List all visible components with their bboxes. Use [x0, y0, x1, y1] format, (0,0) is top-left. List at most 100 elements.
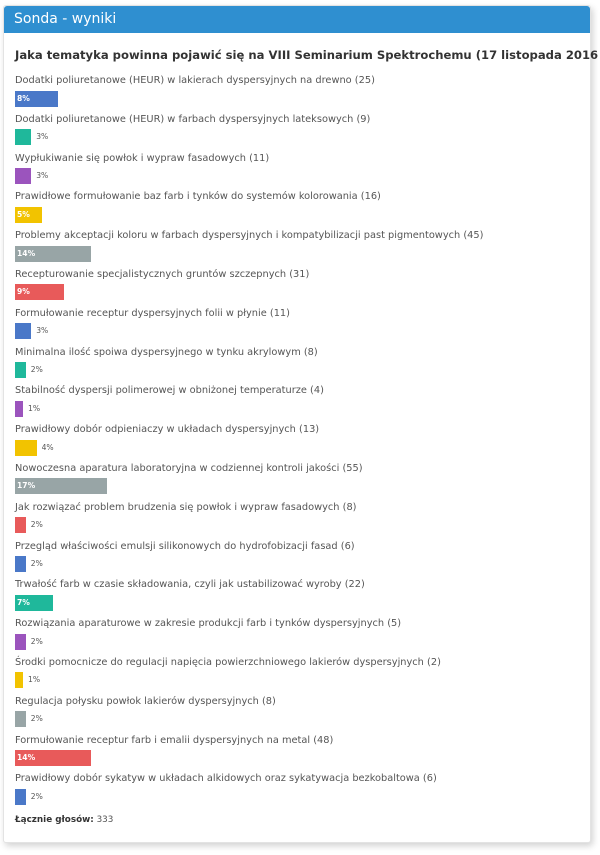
- poll-answer: Nowoczesna aparatura laboratoryjna w cod…: [15, 462, 590, 501]
- answer-label: Minimalna ilość spoiwa dyspersyjnego w t…: [15, 346, 318, 358]
- answer-bar: 14%: [15, 245, 91, 262]
- answer-label: Nowoczesna aparatura laboratoryjna w cod…: [15, 462, 363, 474]
- answer-percent: 14%: [17, 753, 36, 763]
- answer-bar: [15, 168, 32, 185]
- answer-bar: 7%: [15, 594, 53, 611]
- poll-answer: Formułowanie receptur dyspersyjnych foli…: [15, 307, 590, 346]
- poll-answer: Trwałość farb w czasie składowania, czyl…: [15, 578, 590, 617]
- answer-bar-row: 1%: [15, 400, 590, 417]
- answer-label: Trwałość farb w czasie składowania, czyl…: [15, 579, 365, 591]
- answer-percent: 9%: [17, 287, 30, 297]
- answer-percent: 1%: [28, 675, 41, 685]
- answer-percent: 1%: [28, 403, 41, 413]
- poll-answer: Dodatki poliuretanowe (HEUR) w farbach d…: [15, 113, 590, 152]
- answer-bar: [15, 633, 26, 650]
- answer-percent: 17%: [17, 481, 36, 491]
- answer-percent: 2%: [30, 365, 43, 375]
- answer-label: Dodatki poliuretanowe (HEUR) w lakierach…: [15, 75, 375, 86]
- poll-answer: Minimalna ilość spoiwa dyspersyjnego w t…: [15, 346, 590, 385]
- poll-answer: Przegląd właściwości emulsji silikonowyc…: [15, 540, 590, 579]
- total-votes-value: 333: [96, 815, 114, 826]
- poll-answer: Problemy akceptacji koloru w farbach dys…: [15, 229, 590, 268]
- answer-bar: [15, 129, 32, 146]
- answer-label: Prawidłowy dobór odpieniaczy w układach …: [15, 424, 320, 436]
- answer-label: Stabilność dyspersji polimerowej w obniż…: [15, 385, 324, 397]
- answer-label: Środki pomocnicze do regulacji napięcia …: [15, 656, 441, 668]
- answer-bar-row: 8%: [15, 90, 590, 107]
- answer-percent: 5%: [17, 209, 30, 219]
- answer-label: Prawidłowy dobór sykatyw w układach alki…: [15, 773, 437, 785]
- answer-bar-row: 4%: [15, 439, 590, 456]
- answer-bar-row: 5%: [15, 206, 590, 223]
- poll-answer: Prawidłowe formułowanie baz farb i tynkó…: [15, 190, 590, 229]
- answer-list: Dodatki poliuretanowe (HEUR) w lakierach…: [15, 74, 590, 811]
- answer-bar-row: 2%: [15, 362, 590, 379]
- panel-body: Jaka tematyka powinna pojawić się na VII…: [4, 33, 600, 825]
- answer-bar: [15, 711, 26, 728]
- answer-label: Dodatki poliuretanowe (HEUR) w farbach d…: [15, 113, 371, 125]
- answer-bar-row: 17%: [15, 478, 590, 495]
- answer-bar: 14%: [15, 750, 91, 767]
- answer-label: Rozwiązania aparaturowe w zakresie produ…: [15, 618, 402, 630]
- answer-bar-row: 3%: [15, 323, 590, 340]
- panel-title: Sonda - wyniki: [4, 6, 590, 33]
- answer-bar: [15, 788, 26, 805]
- answer-bar-row: 14%: [15, 245, 590, 262]
- total-votes-label: Łącznie głosów:: [15, 815, 94, 826]
- answer-bar: 5%: [15, 206, 42, 223]
- total-votes: Łącznie głosów: 333: [15, 815, 590, 825]
- answer-percent: 3%: [36, 171, 49, 181]
- poll-answer: Środki pomocnicze do regulacji napięcia …: [15, 656, 590, 695]
- answer-label: Formułowanie receptur dyspersyjnych foli…: [15, 307, 290, 319]
- answer-label: Formułowanie receptur farb i emalii dysp…: [15, 734, 334, 746]
- answer-label: Jak rozwiązać problem brudzenia się powł…: [15, 501, 357, 513]
- answer-bar-row: 2%: [15, 517, 590, 534]
- answer-bar-row: 3%: [15, 168, 590, 185]
- answer-label: Problemy akceptacji koloru w farbach dys…: [15, 230, 484, 242]
- answer-bar-row: 1%: [15, 672, 590, 689]
- answer-label: Przegląd właściwości emulsji silikonowyc…: [15, 540, 355, 552]
- answer-bar-row: 2%: [15, 633, 590, 650]
- answer-percent: 3%: [36, 326, 49, 336]
- answer-percent: 2%: [30, 636, 43, 646]
- answer-label: Recepturowanie specjalistycznych gruntów…: [15, 268, 310, 280]
- answer-bar-row: 14%: [15, 750, 590, 767]
- answer-label: Prawidłowe formułowanie baz farb i tynkó…: [15, 191, 381, 203]
- answer-bar: [15, 672, 23, 689]
- answer-bar-row: 9%: [15, 284, 590, 301]
- answer-bar-row: 7%: [15, 594, 590, 611]
- answer-bar-row: 2%: [15, 711, 590, 728]
- poll-question: Jaka tematyka powinna pojawić się na VII…: [15, 48, 600, 62]
- answer-bar: [15, 323, 32, 340]
- answer-bar: [15, 400, 23, 417]
- poll-answer: Formułowanie receptur farb i emalii dysp…: [15, 734, 590, 773]
- answer-percent: 14%: [17, 248, 36, 258]
- answer-bar-row: 2%: [15, 556, 590, 573]
- answer-percent: 2%: [30, 559, 43, 569]
- answer-bar-row: 2%: [15, 788, 590, 805]
- poll-answer: Regulacja połysku powłok lakierów dysper…: [15, 695, 590, 734]
- poll-answer: Rozwiązania aparaturowe w zakresie produ…: [15, 617, 590, 656]
- answer-percent: 2%: [30, 714, 43, 724]
- poll-answer: Dodatki poliuretanowe (HEUR) w lakierach…: [15, 74, 590, 113]
- answer-label: Regulacja połysku powłok lakierów dysper…: [15, 695, 276, 707]
- answer-bar: 8%: [15, 90, 59, 107]
- answer-label: Wypłukiwanie się powłok i wypraw fasadow…: [15, 152, 270, 164]
- answer-bar: [15, 362, 26, 379]
- poll-results-panel: Sonda - wyniki Jaka tematyka powinna poj…: [3, 5, 600, 843]
- poll-answer: Wypłukiwanie się powłok i wypraw fasadow…: [15, 152, 590, 191]
- answer-bar: [15, 517, 26, 534]
- answer-percent: 4%: [41, 442, 54, 452]
- answer-bar-row: 3%: [15, 129, 590, 146]
- answer-percent: 2%: [30, 520, 43, 530]
- answer-bar: 9%: [15, 284, 64, 301]
- answer-bar: 17%: [15, 478, 107, 495]
- poll-answer: Prawidłowy dobór sykatyw w układach alki…: [15, 772, 590, 811]
- poll-answer: Jak rozwiązać problem brudzenia się powł…: [15, 501, 590, 540]
- poll-answer: Prawidłowy dobór odpieniaczy w układach …: [15, 423, 590, 462]
- answer-percent: 3%: [36, 132, 49, 142]
- answer-percent: 8%: [17, 93, 30, 103]
- answer-bar: [15, 556, 26, 573]
- poll-answer: Recepturowanie specjalistycznych gruntów…: [15, 268, 590, 307]
- poll-answer: Stabilność dyspersji polimerowej w obniż…: [15, 384, 590, 423]
